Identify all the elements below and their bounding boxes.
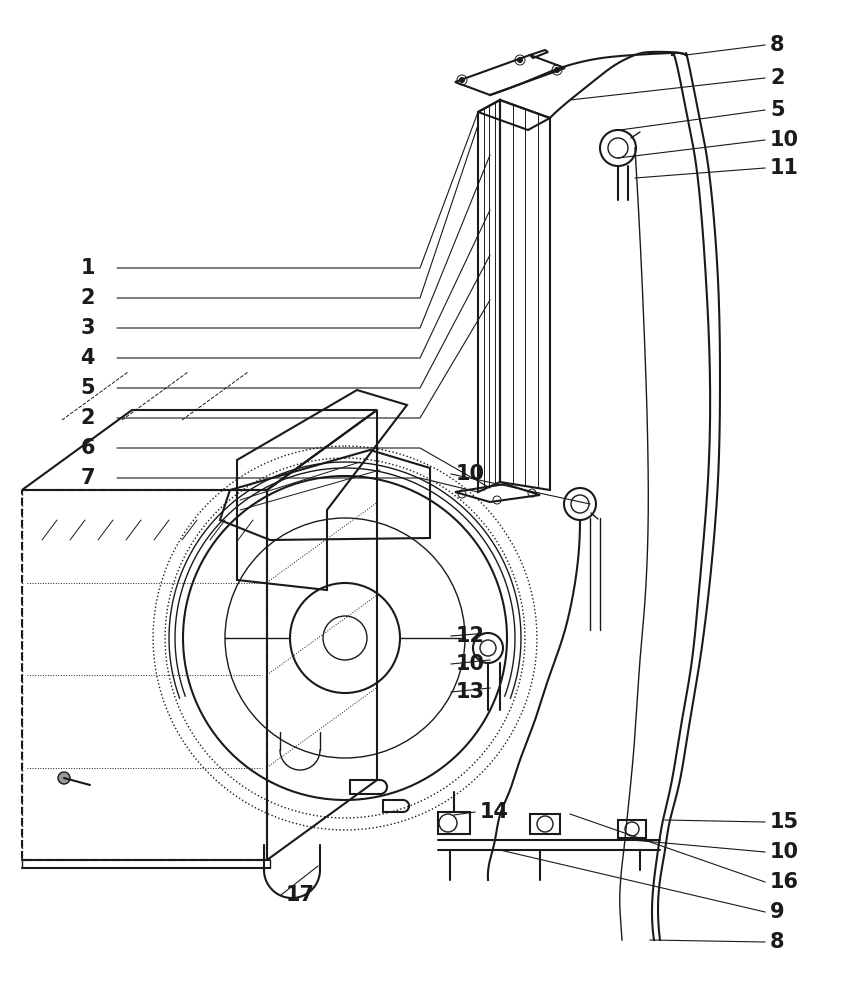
Text: 8: 8 [770, 932, 785, 952]
Text: 10: 10 [456, 654, 485, 674]
Text: 12: 12 [456, 626, 485, 646]
Text: 17: 17 [286, 885, 315, 905]
Text: 2: 2 [80, 408, 95, 428]
Text: 4: 4 [80, 348, 95, 368]
Text: 1: 1 [80, 258, 95, 278]
Text: 10: 10 [770, 130, 799, 150]
Circle shape [555, 68, 560, 73]
Text: 10: 10 [456, 464, 485, 484]
Text: 9: 9 [770, 902, 785, 922]
Text: 14: 14 [480, 802, 509, 822]
Circle shape [517, 57, 522, 62]
Text: 2: 2 [770, 68, 785, 88]
Text: 15: 15 [770, 812, 799, 832]
Text: 7: 7 [80, 468, 95, 488]
Text: 16: 16 [770, 872, 799, 892]
Text: 5: 5 [770, 100, 785, 120]
Text: 10: 10 [770, 842, 799, 862]
Text: 2: 2 [80, 288, 95, 308]
Text: 13: 13 [456, 682, 485, 702]
Text: 5: 5 [80, 378, 95, 398]
Circle shape [58, 772, 70, 784]
Text: 3: 3 [80, 318, 95, 338]
Text: 8: 8 [770, 35, 785, 55]
Text: 6: 6 [80, 438, 95, 458]
Text: 11: 11 [770, 158, 799, 178]
Circle shape [459, 78, 464, 83]
